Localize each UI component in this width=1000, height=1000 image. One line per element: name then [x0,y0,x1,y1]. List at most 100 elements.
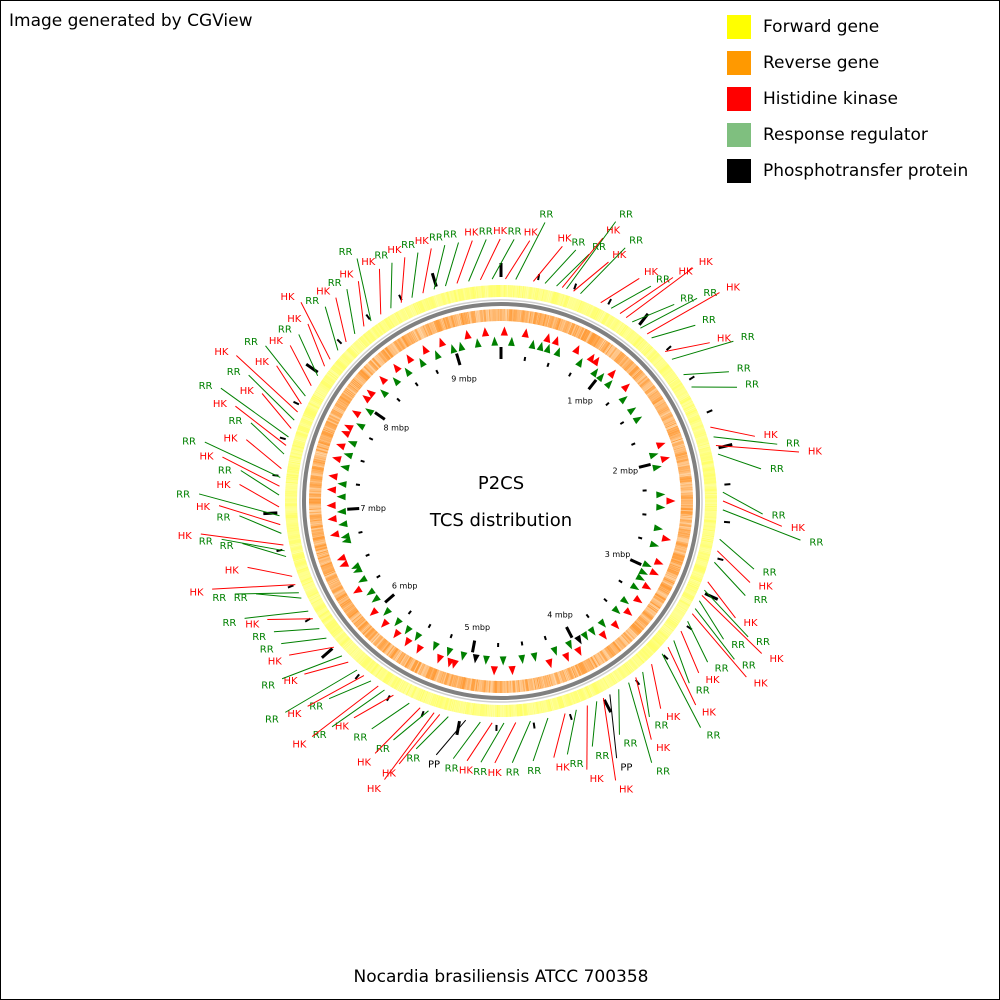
inner-tick [449,633,453,639]
reverse-gene-mark [628,626,639,637]
callout-line [298,334,319,377]
forward-gene-mark [519,703,523,717]
feature-arrow [439,337,447,348]
reverse-gene-mark [354,617,365,627]
forward-gene-mark [689,419,702,426]
forward-gene-mark [704,485,717,488]
forward-gene-mark [581,302,588,315]
reverse-gene-mark [574,325,582,338]
reverse-gene-mark [576,663,584,676]
forward-gene-mark [400,308,408,321]
forward-gene-mark [289,540,302,546]
scale-label: 1 mbp [567,396,593,405]
forward-gene-mark [698,549,711,554]
forward-gene-mark [693,566,706,573]
callout-line [311,685,379,738]
reverse-gene-mark [378,639,388,650]
forward-gene-mark [367,661,377,672]
inner-tick [384,593,396,604]
callout-line [415,716,449,750]
reverse-gene-mark [534,677,539,690]
reverse-gene-mark [674,546,687,552]
forward-gene-mark [686,412,699,419]
callout-label: HK [644,267,659,278]
forward-gene-mark [483,704,486,717]
forward-gene-mark [329,624,340,634]
forward-gene-mark [419,689,426,702]
reverse-gene-mark [390,343,399,355]
callout-label: RR [228,416,242,427]
reverse-gene-mark [660,411,672,419]
feature-arrow [642,560,652,567]
reverse-gene-mark [654,592,667,601]
reverse-gene-mark [586,658,594,671]
forward-gene-mark [312,600,324,609]
reverse-gene-mark [627,627,638,638]
forward-gene-mark [698,447,711,453]
forward-gene-mark [583,687,590,699]
forward-gene-mark [671,382,683,391]
reverse-gene-mark [640,613,651,623]
reverse-gene-mark [603,648,612,659]
forward-gene-mark [302,414,315,421]
forward-gene-mark [487,704,490,717]
reverse-gene-mark [566,668,573,680]
forward-gene-mark [431,295,438,308]
forward-gene-mark [285,481,298,484]
reverse-gene-mark [671,555,684,562]
reverse-gene-mark [475,679,479,692]
forward-gene-mark [679,397,692,405]
callout-label: HK [702,708,717,719]
forward-gene-mark [565,296,571,308]
forward-gene-mark [362,333,372,345]
reverse-gene-mark [334,590,346,598]
reverse-gene-mark [314,452,327,457]
callout-line [691,613,747,678]
forward-gene-mark [287,468,300,472]
feature-arrow [641,581,652,590]
forward-gene-mark [643,346,654,357]
reverse-gene-mark [465,312,469,325]
feature-arrow [550,646,557,656]
forward-gene-mark [704,509,717,512]
forward-gene-mark [625,330,635,341]
feature-arrow [422,345,430,355]
callout-label: RR [656,767,670,778]
inner-tick [470,640,477,653]
reverse-gene-mark [433,320,439,333]
forward-gene-mark [656,361,667,371]
reverse-gene-mark [337,595,349,604]
callout-line [710,426,755,437]
feature-arrow [336,507,347,515]
reverse-gene-mark [612,350,622,361]
reverse-gene-mark [463,312,468,325]
reverse-gene-mark [371,357,382,368]
reverse-gene-mark [655,402,667,411]
callout-line [307,323,326,367]
reverse-gene-mark [356,619,367,630]
reverse-gene-mark [320,563,333,570]
reverse-gene-mark [416,662,423,674]
forward-gene-mark [285,487,298,490]
forward-gene-mark [295,563,308,569]
forward-gene-mark [533,702,538,715]
callout-line [289,646,335,656]
reverse-gene-mark [673,447,686,453]
forward-gene-mark [699,453,713,458]
forward-gene-mark [703,477,716,481]
callout-label: HK [764,430,779,441]
callout-label: RR [218,465,232,476]
forward-gene-mark [429,693,436,706]
reverse-gene-mark [345,606,356,615]
callout-line [714,561,746,596]
reverse-gene-mark [644,608,655,617]
callout-label: RR [220,541,234,552]
reverse-gene-mark [311,471,324,476]
reverse-gene-mark [654,401,666,409]
forward-gene-mark [588,305,595,318]
reverse-gene-mark [353,616,364,625]
reverse-gene-mark [540,313,545,326]
reverse-gene-mark [309,517,322,521]
callout-label: HK [339,270,354,281]
forward-gene-mark [291,551,304,556]
